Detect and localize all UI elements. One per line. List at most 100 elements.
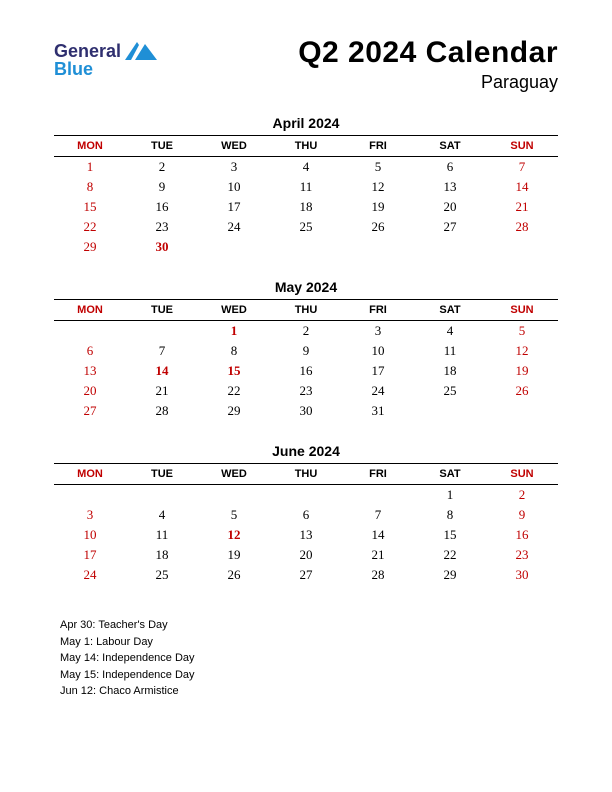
calendar-cell: 19 <box>198 545 270 565</box>
calendar-cell: 21 <box>342 545 414 565</box>
calendar-cell <box>270 237 342 257</box>
calendar-cell: 11 <box>270 177 342 197</box>
calendar-cell: 25 <box>414 381 486 401</box>
month-block: May 2024MONTUEWEDTHUFRISATSUN12345678910… <box>54 279 558 421</box>
calendar-cell: 14 <box>126 361 198 381</box>
calendar-cell: 7 <box>486 157 558 178</box>
calendar-cell: 1 <box>198 321 270 342</box>
day-header: SAT <box>414 300 486 321</box>
calendar-cell: 26 <box>486 381 558 401</box>
holiday-item: May 1: Labour Day <box>60 634 558 651</box>
calendar-cell: 2 <box>486 485 558 506</box>
calendar-cell <box>342 237 414 257</box>
calendar-cell: 20 <box>270 545 342 565</box>
logo-mark-icon <box>125 42 159 62</box>
calendar-cell: 23 <box>270 381 342 401</box>
calendar-row: 15161718192021 <box>54 197 558 217</box>
calendar-cell: 4 <box>126 505 198 525</box>
calendar-cell: 14 <box>342 525 414 545</box>
calendar-cell: 7 <box>126 341 198 361</box>
calendar-cell: 16 <box>270 361 342 381</box>
calendar-cell: 3 <box>342 321 414 342</box>
calendar-cell: 24 <box>54 565 126 585</box>
day-header: MON <box>54 136 126 157</box>
calendar-row: 20212223242526 <box>54 381 558 401</box>
month-title: April 2024 <box>54 115 558 131</box>
calendar-cell: 5 <box>342 157 414 178</box>
calendar-cell: 24 <box>342 381 414 401</box>
calendar-row: 1234567 <box>54 157 558 178</box>
page-subtitle: Paraguay <box>298 72 558 93</box>
calendar-cell: 30 <box>486 565 558 585</box>
calendar-cell <box>54 321 126 342</box>
calendar-cell: 18 <box>270 197 342 217</box>
calendar-row: 2728293031 <box>54 401 558 421</box>
day-header: THU <box>270 464 342 485</box>
calendar-cell: 19 <box>486 361 558 381</box>
calendar-cell: 11 <box>126 525 198 545</box>
calendar-cell: 10 <box>54 525 126 545</box>
calendar-cell <box>414 237 486 257</box>
calendar-cell: 28 <box>126 401 198 421</box>
calendar-table: MONTUEWEDTHUFRISATSUN1234567891011121314… <box>54 463 558 585</box>
calendar-cell <box>126 485 198 506</box>
calendar-cell: 22 <box>198 381 270 401</box>
calendar-cell: 17 <box>198 197 270 217</box>
month-block: June 2024MONTUEWEDTHUFRISATSUN1234567891… <box>54 443 558 585</box>
calendar-cell: 9 <box>126 177 198 197</box>
calendar-row: 22232425262728 <box>54 217 558 237</box>
calendar-row: 2930 <box>54 237 558 257</box>
calendar-cell: 9 <box>270 341 342 361</box>
day-header: FRI <box>342 136 414 157</box>
calendar-cell <box>270 485 342 506</box>
calendar-cell: 8 <box>198 341 270 361</box>
calendar-cell: 6 <box>414 157 486 178</box>
calendar-cell: 29 <box>414 565 486 585</box>
calendar-cell: 12 <box>486 341 558 361</box>
calendar-cell: 2 <box>126 157 198 178</box>
calendar-cell: 30 <box>270 401 342 421</box>
calendar-cell: 28 <box>486 217 558 237</box>
calendar-row: 3456789 <box>54 505 558 525</box>
calendar-cell: 27 <box>414 217 486 237</box>
calendar-cell: 20 <box>414 197 486 217</box>
calendar-cell: 3 <box>198 157 270 178</box>
calendar-cell: 31 <box>342 401 414 421</box>
calendar-cell: 17 <box>342 361 414 381</box>
calendar-cell <box>342 485 414 506</box>
calendar-cell <box>198 485 270 506</box>
calendar-cell <box>126 321 198 342</box>
calendar-cell: 30 <box>126 237 198 257</box>
calendar-cell: 8 <box>414 505 486 525</box>
calendar-cell <box>486 401 558 421</box>
calendar-cell: 21 <box>486 197 558 217</box>
calendar-row: 24252627282930 <box>54 565 558 585</box>
day-header: SUN <box>486 136 558 157</box>
calendar-cell: 19 <box>342 197 414 217</box>
logo-word-2: Blue <box>54 60 121 78</box>
calendar-row: 12 <box>54 485 558 506</box>
calendar-cell: 26 <box>342 217 414 237</box>
calendar-cell: 22 <box>54 217 126 237</box>
calendar-cell: 21 <box>126 381 198 401</box>
day-header: TUE <box>126 300 198 321</box>
calendar-cell: 4 <box>414 321 486 342</box>
calendar-cell: 11 <box>414 341 486 361</box>
calendar-cell: 26 <box>198 565 270 585</box>
day-header: SUN <box>486 300 558 321</box>
day-header: WED <box>198 300 270 321</box>
calendar-cell: 15 <box>414 525 486 545</box>
page-title: Q2 2024 Calendar <box>298 36 558 70</box>
calendar-cell: 16 <box>486 525 558 545</box>
calendar-cell: 18 <box>414 361 486 381</box>
day-header: SAT <box>414 136 486 157</box>
day-header: SAT <box>414 464 486 485</box>
calendar-row: 6789101112 <box>54 341 558 361</box>
day-header: MON <box>54 300 126 321</box>
calendar-cell: 5 <box>486 321 558 342</box>
calendar-cell: 24 <box>198 217 270 237</box>
calendar-cell: 8 <box>54 177 126 197</box>
calendar-cell: 15 <box>54 197 126 217</box>
day-header: THU <box>270 136 342 157</box>
day-header: SUN <box>486 464 558 485</box>
